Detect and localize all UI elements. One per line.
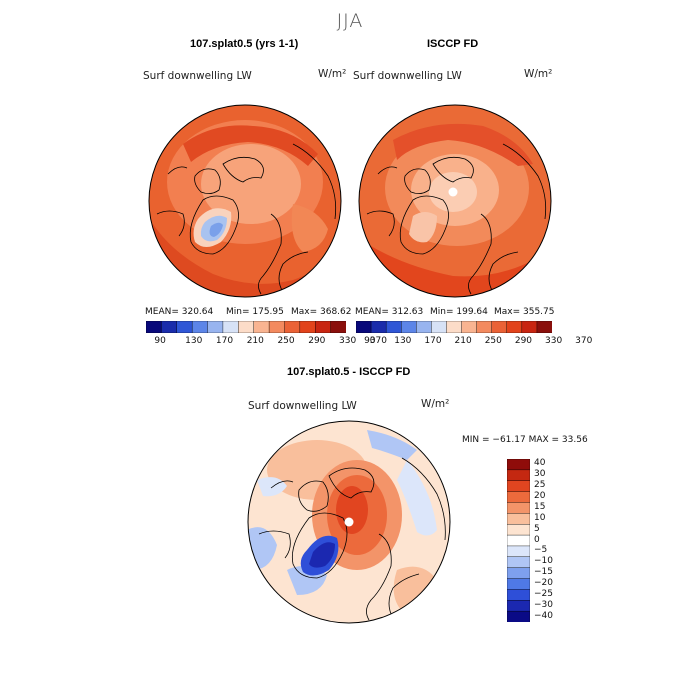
colorbar-swatch	[507, 513, 530, 525]
colorbar-swatch	[315, 321, 332, 333]
colorbar-tick-label: 10	[534, 512, 546, 523]
colorbar-swatch	[238, 321, 255, 333]
colorbar-swatch	[491, 321, 508, 333]
left-var-label: Surf downwelling LW	[143, 70, 252, 82]
colorbar-tick-label: 130	[185, 336, 203, 346]
colorbar-swatch	[176, 321, 193, 333]
colorbar-tick-label: 290	[308, 336, 326, 346]
colorbar-tick-label: −20	[534, 577, 553, 588]
colorbar-swatch	[446, 321, 463, 333]
colorbar-swatch	[146, 321, 162, 333]
colorbar-swatch	[416, 321, 432, 333]
colorbar-swatch	[507, 578, 530, 590]
colorbar-swatch	[507, 534, 530, 547]
colorbar-swatch	[507, 610, 530, 622]
colorbar-swatch	[507, 589, 530, 601]
diff-minmax: MIN = −61.17 MAX = 33.56	[462, 435, 588, 445]
colorbar-swatch	[507, 502, 530, 514]
left-mean: MEAN= 320.64	[145, 307, 214, 317]
diff-units: W/m²	[421, 398, 450, 410]
colorbar-swatch	[506, 321, 523, 333]
colorbar-swatch	[299, 321, 316, 333]
colorbar-tick-label: 25	[534, 480, 546, 491]
colorbar-swatch	[476, 321, 493, 333]
colorbar-tick-label: 90	[154, 336, 166, 346]
diff-panel-title: 107.splat0.5 - ISCCP FD	[287, 366, 411, 378]
colorbar-swatch	[507, 600, 530, 612]
right-panel-title: ISCCP FD	[427, 38, 479, 50]
colorbar-swatch	[401, 321, 417, 333]
right-var-label: Surf downwelling LW	[353, 70, 462, 82]
colorbar-tick-label: 290	[514, 336, 533, 346]
colorbar-tick-label: 330	[545, 336, 563, 346]
left-polar-map	[148, 104, 342, 298]
right-max: Max= 355.75	[494, 307, 555, 317]
colorbar-swatch	[161, 321, 178, 333]
colorbar-tick-label: 250	[277, 336, 295, 346]
colorbar-swatch	[507, 491, 530, 503]
colorbar-tick-label: 15	[534, 501, 546, 512]
diff-colorbar	[507, 459, 530, 622]
colorbar-tick-label: 30	[534, 469, 546, 480]
right-colorbar	[356, 321, 552, 333]
colorbar-swatch	[507, 469, 530, 482]
colorbar-tick-label: 40	[534, 458, 546, 469]
colorbar-swatch	[253, 321, 270, 333]
left-panel-title: 107.splat0.5 (yrs 1-1)	[190, 38, 299, 50]
colorbar-tick-label: 170	[215, 336, 234, 346]
colorbar-tick-label: 170	[424, 336, 442, 346]
colorbar-tick-label: −40	[534, 610, 553, 621]
colorbar-swatch	[507, 556, 530, 569]
colorbar-tick-label: 130	[394, 336, 412, 346]
colorbar-tick-label: 210	[246, 336, 264, 346]
colorbar-swatch	[507, 523, 530, 536]
colorbar-tick-label: −5	[534, 545, 548, 556]
colorbar-tick-label: 370	[575, 336, 593, 346]
left-min: Min= 175.95	[226, 307, 284, 317]
colorbar-tick-label: 370	[369, 336, 387, 346]
colorbar-swatch	[536, 321, 552, 333]
colorbar-swatch	[207, 321, 224, 333]
colorbar-tick-label: 20	[534, 491, 546, 502]
colorbar-swatch	[507, 567, 530, 580]
colorbar-swatch	[461, 321, 478, 333]
colorbar-swatch	[507, 545, 530, 558]
colorbar-swatch	[356, 321, 372, 333]
right-min: Min= 199.64	[430, 307, 488, 317]
colorbar-tick-label: −30	[534, 599, 553, 610]
colorbar-tick-label: 330	[339, 336, 357, 346]
colorbar-swatch	[284, 321, 301, 333]
colorbar-tick-label: 210	[454, 336, 472, 346]
season-title: JJA	[336, 10, 364, 32]
colorbar-swatch	[330, 321, 346, 333]
right-mean: MEAN= 312.63	[355, 307, 424, 317]
colorbar-tick-label: 250	[484, 336, 502, 346]
colorbar-tick-label: 0	[534, 534, 540, 545]
difference-polar-map	[247, 420, 451, 624]
colorbar-tick-label: 90	[364, 336, 376, 346]
colorbar-swatch	[521, 321, 538, 333]
colorbar-swatch	[268, 321, 285, 333]
right-units: W/m²	[524, 68, 553, 80]
colorbar-tick-label: −15	[534, 567, 553, 578]
colorbar-swatch	[431, 321, 447, 333]
left-colorbar	[146, 321, 346, 333]
left-max: Max= 368.62	[291, 307, 352, 317]
colorbar-tick-label: −25	[534, 588, 553, 599]
right-polar-map	[358, 104, 552, 298]
colorbar-swatch	[385, 321, 402, 333]
colorbar-swatch	[507, 459, 530, 471]
colorbar-swatch	[222, 321, 239, 333]
colorbar-tick-label: −10	[534, 556, 553, 567]
left-units: W/m²	[318, 68, 347, 80]
colorbar-tick-label: 5	[534, 523, 540, 534]
colorbar-swatch	[507, 480, 530, 493]
colorbar-swatch	[191, 321, 209, 333]
colorbar-swatch	[370, 321, 387, 333]
diff-var-label: Surf downwelling LW	[248, 400, 357, 412]
